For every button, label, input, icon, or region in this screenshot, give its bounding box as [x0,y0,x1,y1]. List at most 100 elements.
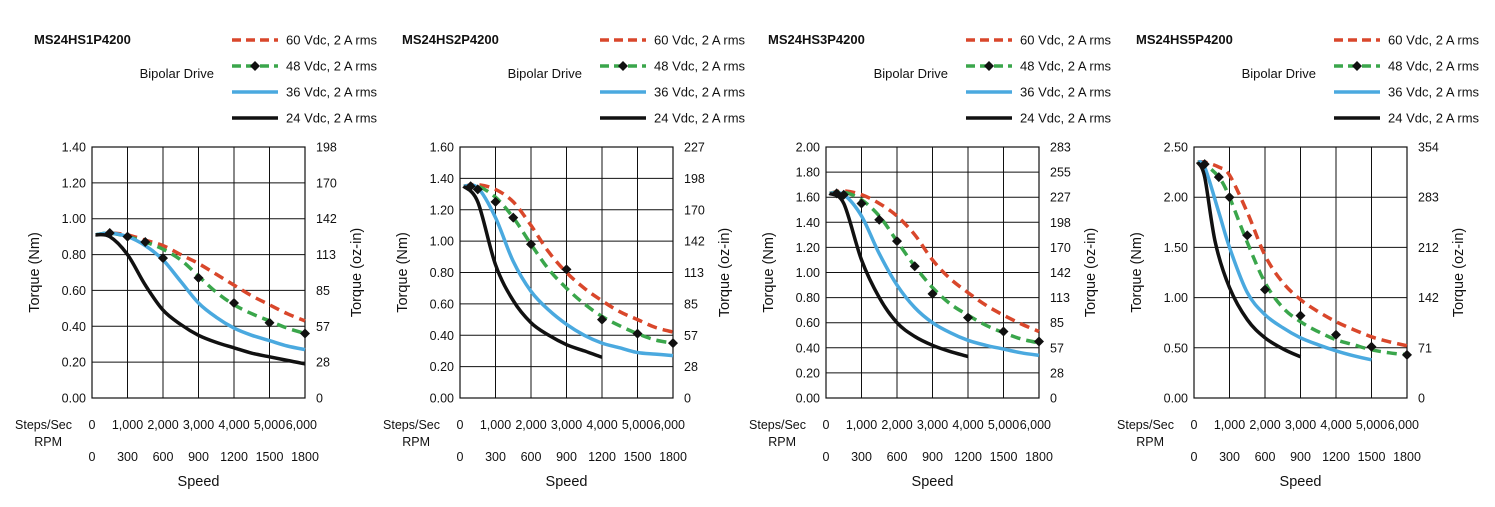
data-point-marker [998,326,1009,337]
x-tick-label: 3,000 [917,418,948,432]
legend-label-1: 60 Vdc, 2 A rms [286,33,378,48]
chart-panel-1: MS24HS1P4200 Bipolar Drive 60 Vdc, 2 A rms… [15,32,378,490]
y2-tick-label: 0 [1418,392,1425,406]
data-point-marker [632,328,643,339]
rpm-tick-label: 900 [188,450,209,464]
legend-label-2: 48 Vdc, 2 A rms [286,59,378,74]
data-point-marker [1213,172,1224,183]
y-tick-label: 1.40 [796,216,820,230]
legend-label-1: 60 Vdc, 2 A rms [1388,33,1480,48]
data-point-marker [831,188,842,199]
data-point-marker [472,184,483,195]
data-point-marker [909,261,920,272]
y-tick-label: 0.00 [62,392,86,406]
y-tick-label: 1.20 [796,241,820,255]
data-point-marker [1295,310,1306,321]
y2-tick-label: 198 [316,141,337,155]
x-tick-label: 3,000 [551,418,582,432]
legend-label-3: 36 Vdc, 2 A rms [654,85,746,100]
legend-marker-icon [618,61,628,71]
data-point-marker [1366,341,1377,352]
y2-tick-label: 28 [684,360,698,374]
legend-marker-icon [984,61,994,71]
y-tick-label: 0.20 [430,360,454,374]
y-tick-label: 1.40 [430,172,454,186]
y-tick-label: 1.60 [430,141,454,155]
chart-panel-3: MS24HS3P4200 Bipolar Drive 60 Vdc, 2 A rms… [749,32,1112,490]
x-tick-label: 5,000 [988,418,1019,432]
data-point-marker [300,328,310,339]
steps-row-label: Steps/Sec [15,418,72,432]
data-point-marker [668,338,678,349]
data-point-marker [1242,230,1253,241]
y-axis-title: Torque (Nm) [395,232,411,313]
x-axis-title: Speed [546,474,588,490]
data-point-marker [963,312,973,323]
data-point-marker [140,237,151,248]
data-point-marker [838,189,849,200]
y2-tick-label: 142 [1050,266,1071,280]
rpm-tick-label: 900 [922,450,943,464]
rpm-tick-label: 300 [1219,450,1240,464]
data-point-marker [193,272,204,283]
x-tick-label: 2,000 [515,418,546,432]
steps-row-label: Steps/Sec [749,418,806,432]
y2-tick-label: 170 [684,203,705,217]
y-tick-label: 1.00 [62,212,86,226]
rpm-tick-label: 300 [117,450,138,464]
data-point-marker [1224,192,1235,203]
y-tick-label: 0.40 [62,320,86,334]
data-point-marker [229,297,239,308]
y-tick-label: 0.60 [796,316,820,330]
x-axis-title: Speed [178,474,220,490]
rpm-tick-label: 1200 [1322,450,1350,464]
data-point-marker [465,181,476,192]
legend-label-4: 24 Vdc, 2 A rms [1388,111,1480,126]
y2-tick-label: 212 [1418,241,1439,255]
rpm-row-label: RPM [34,435,62,449]
rpm-tick-label: 1500 [624,450,652,464]
x-tick-label: 3,000 [183,418,214,432]
y-tick-label: 1.20 [62,176,86,190]
data-point-marker [158,253,168,264]
series-line-1 [1197,159,1408,348]
y2-tick-label: 28 [1050,366,1064,380]
plot-area [825,146,1040,399]
y2-tick-label: 354 [1418,141,1439,155]
x-tick-label: 6,000 [654,418,685,432]
y-tick-label: 1.20 [430,203,454,217]
y-tick-label: 0.00 [430,392,454,406]
drive-label: Bipolar Drive [140,66,214,81]
x-tick-label: 0 [89,418,96,432]
y2-tick-label: 227 [1050,191,1071,205]
y-tick-label: 2.50 [1164,141,1188,155]
y-tick-label: 1.50 [1164,241,1188,255]
legend-label-1: 60 Vdc, 2 A rms [654,33,746,48]
data-point-marker [1199,159,1210,170]
rpm-tick-label: 1500 [1358,450,1386,464]
data-point-marker [1034,336,1044,347]
y-tick-label: 0.40 [796,341,820,355]
data-point-marker [927,288,938,299]
legend-label-4: 24 Vdc, 2 A rms [654,111,746,126]
rpm-tick-label: 300 [485,450,506,464]
x-tick-label: 4,000 [952,418,983,432]
y-tick-label: 0.80 [62,248,86,262]
rpm-tick-label: 1800 [1025,450,1053,464]
y-tick-label: 0.40 [430,329,454,343]
y2-tick-label: 57 [684,329,698,343]
y-tick-label: 2.00 [1164,191,1188,205]
legend-label-3: 36 Vdc, 2 A rms [1388,85,1480,100]
y-tick-label: 1.00 [796,266,820,280]
drive-label: Bipolar Drive [508,66,582,81]
y2-tick-label: 85 [316,284,330,298]
y-tick-label: 0.80 [430,266,454,280]
x-tick-label: 6,000 [286,418,317,432]
data-point-marker [1331,329,1341,340]
legend-label-1: 60 Vdc, 2 A rms [1020,33,1112,48]
data-point-marker [1402,349,1412,360]
y-tick-label: 0.60 [62,284,86,298]
series-line-1 [829,189,1040,334]
y2-tick-label: 198 [1050,216,1071,230]
